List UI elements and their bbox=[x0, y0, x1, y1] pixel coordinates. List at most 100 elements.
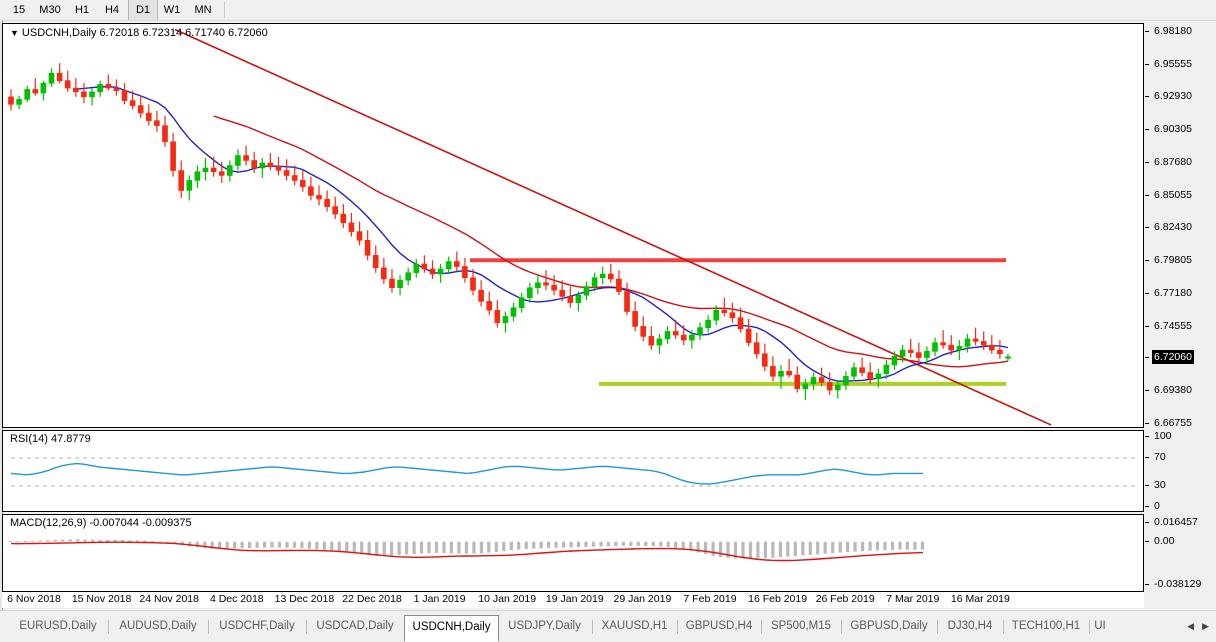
chart-tab-xauusd-h1[interactable]: XAUUSD,H1 bbox=[601, 620, 668, 632]
timeframe-button-15[interactable]: 15 bbox=[12, 4, 26, 16]
rsi-panel[interactable]: RSI(14) 47.8779 bbox=[2, 430, 1144, 512]
date-axis-label: 26 Feb 2019 bbox=[815, 593, 875, 605]
collapse-triangle-icon[interactable]: ▼ bbox=[10, 28, 19, 38]
macd-histogram-bar bbox=[285, 541, 289, 548]
candle-body bbox=[397, 279, 403, 289]
macd-histogram-bar bbox=[300, 541, 304, 549]
macd-histogram-bar bbox=[920, 541, 924, 550]
candle-body bbox=[429, 268, 436, 275]
rsi-y-axis[interactable]: 100 70 30 0 bbox=[1144, 430, 1216, 512]
candle-body bbox=[137, 105, 144, 114]
timeframe-button-h1[interactable]: H1 bbox=[74, 4, 90, 16]
tab-separator bbox=[677, 620, 678, 634]
candle-body bbox=[24, 89, 31, 100]
chart-tab-ui[interactable]: UI bbox=[1094, 620, 1106, 632]
candle-body bbox=[478, 289, 484, 302]
macd-histogram-bar bbox=[203, 541, 207, 549]
price-chart-panel[interactable]: ▼ USDCNH,Daily 6.72018 6.72314 6.71740 6.… bbox=[2, 23, 1144, 428]
chart-tab-dj30-h4[interactable]: DJ30,H4 bbox=[947, 620, 993, 632]
chart-tab-sp500-m15[interactable]: SP500,M15 bbox=[770, 620, 832, 632]
macd-histogram-bar bbox=[726, 541, 730, 558]
chart-tab-gbpusd-daily[interactable]: GBPUSD,Daily bbox=[850, 620, 928, 632]
candle-body bbox=[607, 273, 614, 280]
candle-body bbox=[834, 384, 841, 391]
candle-body bbox=[843, 375, 849, 386]
timeframe-button-d1[interactable]: D1 bbox=[128, 0, 158, 20]
chart-tab-usdjpy-daily[interactable]: USDJPY,Daily bbox=[508, 620, 581, 632]
price-tick bbox=[1145, 423, 1149, 424]
macd-y-axis[interactable]: 0.016457 0.00 -0.038129 bbox=[1144, 514, 1216, 592]
timeframe-button-mn[interactable]: MN bbox=[194, 4, 212, 16]
candle-body bbox=[551, 284, 557, 291]
macd-histogram-bar bbox=[576, 541, 581, 548]
price-tick bbox=[1145, 129, 1149, 131]
tab-separator bbox=[1089, 620, 1090, 634]
candle-body bbox=[81, 91, 87, 98]
macd-histogram-bar bbox=[38, 540, 42, 542]
macd-histogram-bar bbox=[696, 541, 700, 553]
chart-tab-audusd-daily[interactable]: AUDUSD,Daily bbox=[119, 620, 197, 632]
candle-body bbox=[235, 155, 241, 166]
price-tick bbox=[1145, 227, 1149, 229]
chart-tab-usdchf-daily[interactable]: USDCHF,Daily bbox=[219, 620, 295, 632]
chart-tab-usdcad-daily[interactable]: USDCAD,Daily bbox=[316, 620, 394, 632]
price-y-axis[interactable]: 6.98180 6.95555 6.92930 6.90305 6.87680 6.850… bbox=[1144, 23, 1216, 429]
macd-histogram-bar bbox=[591, 541, 596, 547]
macd-histogram-bar bbox=[494, 541, 498, 552]
macd-histogram-bar bbox=[733, 541, 738, 559]
candle-body bbox=[915, 352, 922, 358]
date-axis[interactable]: 6 Nov 2018 15 Nov 2018 24 Nov 2018 4 Dec 20… bbox=[2, 592, 1144, 608]
date-axis-label: 13 Dec 2018 bbox=[274, 593, 335, 605]
candle-body bbox=[713, 309, 720, 321]
candle-body bbox=[445, 261, 452, 270]
candle-body bbox=[826, 382, 833, 391]
price-tick bbox=[1145, 194, 1149, 196]
candle-body bbox=[340, 213, 347, 224]
chart-tab-eurusd-daily[interactable]: EURUSD,Daily bbox=[19, 620, 97, 632]
rsi-tick bbox=[1145, 436, 1149, 437]
tab-scroll-right-icon[interactable]: ▶ bbox=[1202, 621, 1209, 631]
price-tick bbox=[1145, 161, 1149, 163]
candle-body bbox=[194, 171, 201, 181]
candle-body bbox=[924, 350, 930, 358]
candle-body bbox=[243, 155, 249, 161]
timeframe-button-w1[interactable]: W1 bbox=[163, 4, 181, 16]
macd-histogram-bar bbox=[158, 541, 162, 543]
candle-body bbox=[1005, 356, 1011, 359]
macd-axis-label: -0.038129 bbox=[1154, 578, 1202, 590]
macd-histogram-bar bbox=[562, 541, 566, 548]
macd-histogram-bar bbox=[345, 541, 349, 553]
macd-histogram-bar bbox=[307, 541, 311, 549]
candle-body bbox=[470, 277, 476, 291]
candle-body bbox=[308, 186, 314, 196]
candle-body bbox=[48, 72, 55, 84]
macd-histogram-bar bbox=[606, 541, 610, 547]
candle-body bbox=[413, 263, 420, 273]
descending-trendline[interactable] bbox=[174, 28, 1052, 426]
macd-tick bbox=[1145, 584, 1149, 585]
timeframe-button-m30[interactable]: M30 bbox=[39, 4, 61, 16]
chart-tab-tech100-h1[interactable]: TECH100,H1 bbox=[1011, 620, 1081, 632]
date-axis-label: 15 Nov 2018 bbox=[71, 593, 132, 605]
macd-panel[interactable]: MACD(12,26,9) -0.007044 -0.009375 bbox=[2, 514, 1144, 592]
macd-histogram-bar bbox=[554, 541, 558, 548]
macd-histogram-bar bbox=[569, 541, 573, 548]
macd-histogram-bar bbox=[509, 541, 513, 551]
macd-histogram-bar bbox=[8, 541, 12, 543]
tab-separator bbox=[306, 620, 307, 634]
price-tick bbox=[1145, 260, 1149, 262]
macd-histogram-bar bbox=[61, 539, 65, 542]
chart-tab-gbpusd-h4[interactable]: GBPUSD,H4 bbox=[685, 620, 753, 632]
macd-plot bbox=[8, 539, 924, 562]
timeframe-button-h4[interactable]: H4 bbox=[104, 4, 120, 16]
price-tick bbox=[1145, 96, 1149, 98]
date-axis-label: 7 Mar 2019 bbox=[886, 593, 940, 605]
candle-body bbox=[267, 162, 274, 168]
candle-body bbox=[437, 268, 444, 275]
candle-body bbox=[721, 309, 728, 314]
macd-histogram-bar bbox=[584, 541, 588, 547]
macd-histogram-bar bbox=[434, 541, 439, 553]
candle-body bbox=[818, 377, 825, 383]
tab-scroll-left-icon[interactable]: ◀ bbox=[1187, 621, 1194, 631]
chart-tab-usdcnh-daily[interactable]: USDCNH,Daily bbox=[404, 615, 499, 642]
